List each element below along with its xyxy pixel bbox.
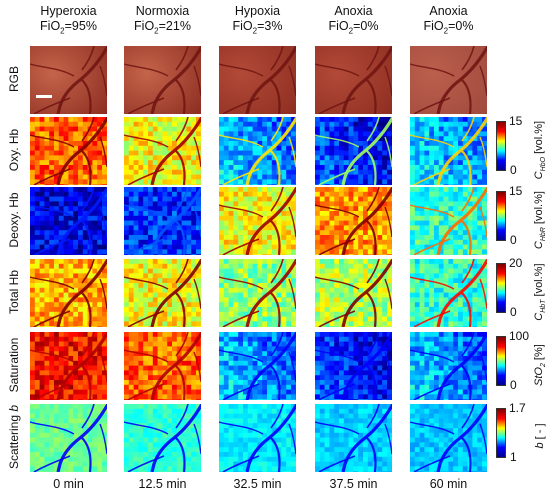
colorbar-1 (496, 121, 506, 171)
colorbar-max-2: 15 (509, 184, 523, 198)
map-image-r4-c4 (410, 332, 487, 400)
map-image-r1-c2 (219, 117, 296, 185)
map-image-r2-c3 (315, 187, 392, 255)
colorbar-max-1: 15 (509, 114, 523, 128)
colorbar-max-5: 1.7 (509, 401, 526, 415)
colorbar-min-2: 0 (510, 233, 517, 247)
fio2-label: FiO2=0% (423, 19, 474, 36)
colorbar-min-4: 0 (510, 378, 517, 392)
row-label-3: Total Hb (7, 269, 21, 315)
map-image-r3-c3 (315, 259, 392, 327)
fio2-label: FiO2=21% (134, 19, 191, 36)
map-image-r4-c0 (30, 332, 107, 400)
time-label-4: 60 min (429, 477, 468, 491)
map-image-r5-c3 (315, 404, 392, 472)
map-image-r4-c3 (315, 332, 392, 400)
map-image-r0-c0 (30, 46, 107, 114)
map-image-r2-c0 (30, 187, 107, 255)
row-label-1: Oxy. Hb (7, 128, 21, 172)
map-image-r1-c0 (30, 117, 107, 185)
condition-label: Hyperoxia (40, 4, 97, 18)
row-label-0: RGB (7, 66, 21, 93)
colorbar-unit-5: b [ - ] (534, 423, 546, 449)
colorbar-min-1: 0 (510, 163, 517, 177)
map-image-r1-c3 (315, 117, 392, 185)
map-image-r5-c2 (219, 404, 296, 472)
map-image-r2-c4 (410, 187, 487, 255)
fio2-label: FiO2=0% (328, 19, 379, 36)
column-header-0: Hyperoxia FiO2=95% (22, 4, 115, 39)
condition-label: Normoxia (135, 4, 190, 18)
column-header-3: Anoxia FiO2=0% (307, 4, 400, 39)
row-label-2: Deoxy. Hb (7, 192, 21, 248)
map-image-r3-c4 (410, 259, 487, 327)
colorbar-4 (496, 336, 506, 386)
map-image-r0-c4 (410, 46, 487, 114)
fio2-label: FiO2=3% (232, 19, 283, 36)
map-image-r4-c1 (124, 332, 201, 400)
map-image-r4-c2 (219, 332, 296, 400)
column-header-2: Hypoxia FiO2=3% (211, 4, 304, 39)
row-label-5: Scattering b (7, 404, 21, 470)
map-image-r2-c1 (124, 187, 201, 255)
colorbar-max-3: 20 (509, 256, 523, 270)
map-image-r2-c2 (219, 187, 296, 255)
time-label-2: 32.5 min (233, 477, 282, 491)
time-label-3: 37.5 min (329, 477, 378, 491)
map-image-r3-c2 (219, 259, 296, 327)
row-label-4: Saturation (7, 337, 21, 393)
condition-label: Anoxia (429, 4, 468, 18)
colorbar-3 (496, 263, 506, 313)
map-image-r0-c1 (124, 46, 201, 114)
map-image-r3-c1 (124, 259, 201, 327)
map-image-r1-c1 (124, 117, 201, 185)
column-header-1: Normoxia FiO2=21% (116, 4, 209, 39)
time-label-0: 0 min (53, 477, 84, 491)
colorbar-5 (496, 408, 506, 458)
map-image-r5-c4 (410, 404, 487, 472)
colorbar-max-4: 100 (509, 329, 530, 343)
map-image-r0-c3 (315, 46, 392, 114)
map-image-r3-c0 (30, 259, 107, 327)
map-image-r5-c1 (124, 404, 201, 472)
colorbar-min-3: 0 (510, 305, 517, 319)
scale-bar (36, 95, 52, 98)
condition-label: Hypoxia (234, 4, 281, 18)
condition-label: Anoxia (334, 4, 373, 18)
colorbar-2 (496, 191, 506, 241)
column-header-4: Anoxia FiO2=0% (402, 4, 495, 39)
fio2-label: FiO2=95% (40, 19, 97, 36)
time-label-1: 12.5 min (138, 477, 187, 491)
colorbar-unit-3: CHbT [vol.%] (532, 263, 548, 321)
map-image-r5-c0 (30, 404, 107, 472)
colorbar-min-5: 1 (510, 450, 517, 464)
map-image-r0-c2 (219, 46, 296, 114)
map-image-r1-c4 (410, 117, 487, 185)
